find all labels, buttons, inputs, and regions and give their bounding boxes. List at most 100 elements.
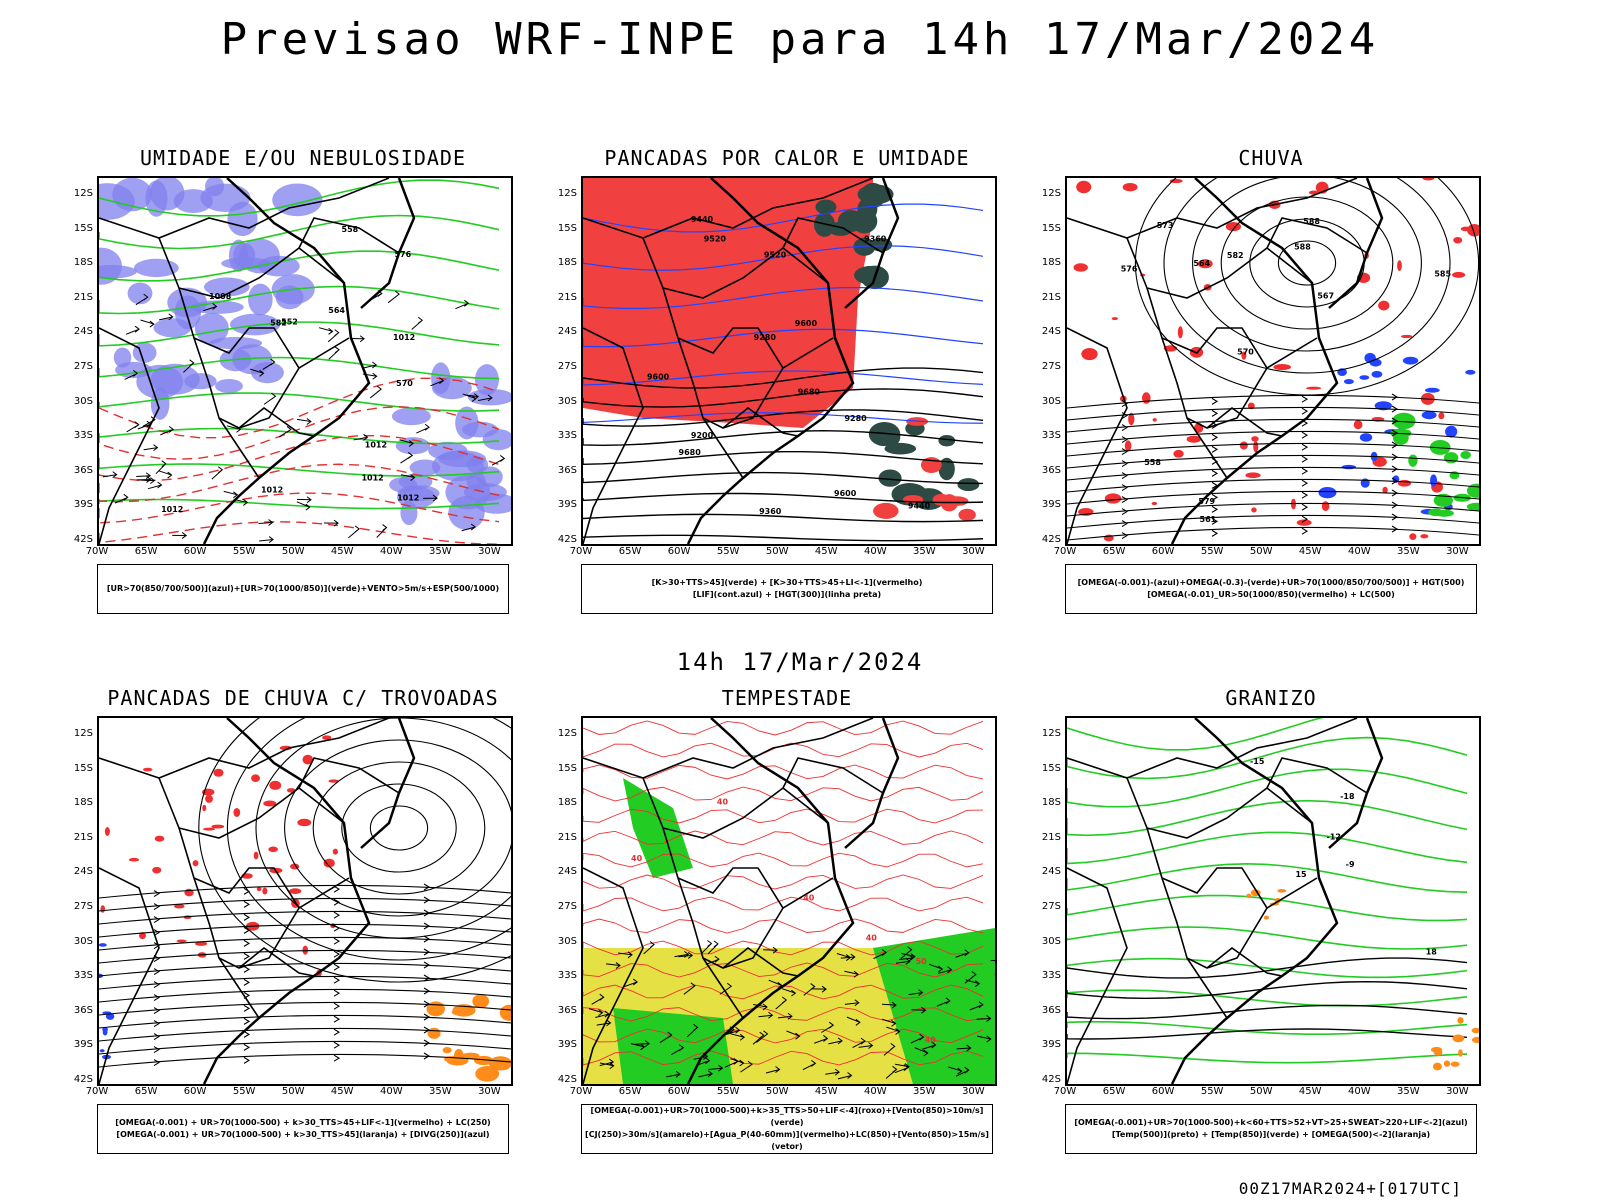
humidity-upper-area [153,318,192,338]
lat-tick-label: 12S [557,728,577,739]
wind-vector [136,472,152,480]
contour-label: 1008 [209,292,232,301]
wind-vector [678,952,694,959]
wind-vector [369,385,383,399]
lon-tick-label: 45W [330,546,354,557]
lat-tick-label: 27S [557,361,577,372]
lat-tick-label: 39S [1041,1039,1061,1051]
rain-area [1296,519,1312,526]
streamline-arrow [1211,529,1219,537]
rain-area [1453,236,1463,244]
state-border [1126,237,1313,299]
streamline-arrow [1121,460,1129,468]
lon-tick-label: 50W [765,1086,789,1097]
lat-tick-label: 15S [73,222,93,234]
lon-tick-label: 70W [569,1086,593,1097]
legend-line: [Temp(500)](preto) + [Temp(850)](verde) … [1111,1130,1431,1139]
thunderstorm-area [328,779,339,783]
thunderstorm-area [332,848,339,855]
contour-label: 579 [1198,497,1215,506]
omega-area [1359,375,1370,380]
state-border [193,877,300,969]
convection-area [499,1004,511,1021]
wind850-area [613,1008,733,1084]
lon-tick-label: 40W [379,546,403,557]
precipitable-water-contour [583,742,984,758]
omega-strong-area [1443,452,1459,464]
instability-area [958,508,976,522]
contour-label: 9600 [795,319,818,328]
contour-label: 1012 [261,486,283,495]
lon-tick-label: 35W [429,546,452,557]
wind-vector [399,439,414,447]
humidity-upper-area [215,378,243,394]
lat-tick-label: 21S [73,831,93,843]
streamline-arrow [243,1004,251,1012]
lat-tick-label: 33S [73,970,93,982]
hgt300-contour [583,534,984,542]
wind-vector [328,346,340,360]
omega500-area [1471,1036,1479,1044]
wind-vector [936,997,951,1007]
rain-area [1104,493,1122,504]
contour-label: -15 [1250,757,1265,766]
lon-tick-label: 45W [814,546,838,557]
divergence-area [99,1049,105,1053]
lat-tick-label: 30S [73,395,93,407]
map-canvas [99,718,511,1084]
wind-vector [158,313,174,321]
state-border [782,217,884,254]
lon-tick-label: 30W [478,546,501,557]
state-border [298,217,400,254]
lat-tick-label: 12S [557,188,577,199]
lc250-streamline [99,1027,511,1042]
wind-vector [296,501,311,511]
humidity-upper-area [203,277,250,297]
page-title: Previsao WRF-INPE para 14h 17/Mar/2024 [220,14,1380,65]
hgt500-contour [1067,394,1479,409]
lifted-index-contour [583,328,984,348]
legend-pancadas-calor: [K>30+TTS>45](verde) + [K>30+TTS>45+LI<-… [581,564,993,614]
legend-chuva: [OMEGA(-0.001)-(azul)+OMEGA(-0.3)-(verde… [1065,564,1477,614]
lat-tick-label: 15S [73,762,93,774]
wind-vector [124,370,139,380]
lon-tick-label: 60W [667,1086,691,1097]
rain-area [1076,180,1092,194]
omega-strong-area [1433,493,1454,507]
state-border [1266,757,1368,794]
wind-vector [411,316,424,330]
streamline-arrow [423,1052,431,1060]
streamline-arrow [423,909,431,917]
contour-label: 570 [1237,347,1254,356]
rain-area [1253,441,1259,453]
omega-area [1402,356,1419,365]
temp850-contour [1067,831,1468,865]
wind-vector [814,1035,829,1044]
lat-tick-label: 36S [557,1004,577,1016]
wind-vector [758,1011,774,1019]
lat-tick-label: 27S [73,361,93,372]
hgt500-contour [1067,406,1479,421]
wind-vector [135,293,149,306]
map-umidade: 1012 1012 1012 1012 1008 1012 1012 582 576 570 564… [97,176,513,546]
hgt500-contour [1067,490,1479,505]
wind-vector [478,394,493,402]
precipitable-water-contour [583,962,984,978]
wind-vector [707,940,719,955]
state-border [99,867,160,1084]
wind-vector [883,1042,896,1056]
thunderstorm-area [279,745,292,751]
lat-tick-label: 30S [1041,395,1061,407]
wind-vector [881,1018,897,1027]
streamline-arrow [153,1046,161,1054]
humidity-upper-area [99,247,122,285]
lc250-streamline [198,718,511,983]
rain-area [1177,326,1183,339]
state-border [583,867,644,1084]
omega500-area [1457,1017,1464,1024]
wind-vector [752,1031,765,1045]
humidity-upper-area [251,361,284,384]
lon-tick-label: 65W [1102,1086,1126,1097]
contour-label: 1012 [361,473,383,482]
humidity-upper-area [127,282,153,305]
